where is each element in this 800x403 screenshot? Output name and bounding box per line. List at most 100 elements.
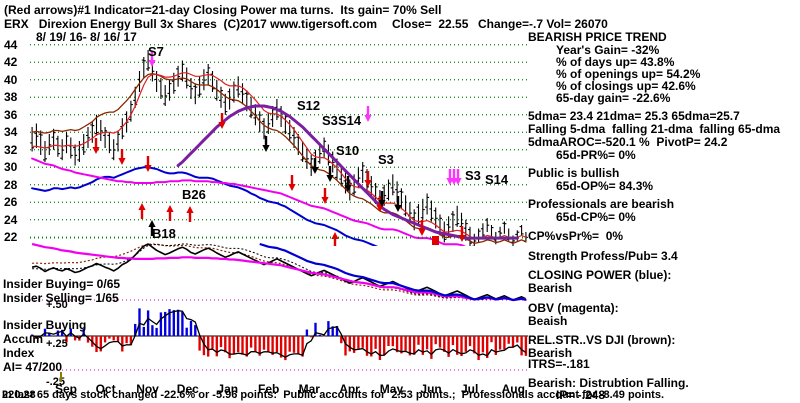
professionals-state: Professionals are bearish	[528, 197, 675, 211]
pr65: 65d-PR%= 0%	[556, 148, 636, 162]
magenta-arrow-4	[454, 169, 462, 185]
status-bar: 220.28 In last 65 days stock changed -22…	[0, 389, 800, 403]
closing-power-value: Bearish	[528, 281, 573, 295]
cp65: 65d-CP%= 0%	[556, 210, 636, 224]
accumulation-index-pane	[30, 302, 528, 380]
dma-values: 5dma= 23.4 21dma= 25.3 65dma=25.7	[528, 109, 740, 123]
ai-caption-line4: AI= 47/200	[3, 360, 63, 374]
signal-label-s14-7: S14	[485, 172, 509, 187]
black-arrow-1	[326, 166, 334, 182]
signal-label-s12-1: S12	[297, 98, 321, 113]
closing-power-svg	[30, 236, 528, 302]
obv-title: OBV (magenta):	[528, 301, 619, 315]
closing-power-title: CLOSING POWER (blue):	[528, 268, 672, 282]
month-label-jan: Jan	[217, 382, 239, 396]
black-arrow-4	[394, 196, 402, 212]
y-axis-tick-24: 24	[4, 212, 18, 227]
indicator-headline: (Red arrows)#1 Indicator=21-day Closing …	[4, 3, 442, 17]
signal-label-s10-4: S10	[336, 143, 360, 158]
black-arrow-3	[378, 191, 386, 207]
sell-arrow-0	[92, 138, 100, 154]
buy-arrow-1	[166, 205, 174, 221]
ai-scale-plus50: +.50	[46, 299, 68, 311]
ai-scale-plus25: +.25	[46, 338, 68, 350]
obv-value: Beaish	[528, 314, 568, 328]
month-label-nov: Nov	[136, 382, 159, 396]
closing-power-obv-pane	[30, 236, 528, 302]
signal-label-s14-3: S14	[338, 113, 362, 128]
sell-arrow-8	[418, 220, 426, 236]
magenta-arrow-1	[364, 106, 372, 122]
relstr-title: REL.STR..VS DJI (brown):	[528, 333, 676, 347]
insider-buying-count: Insider Buying= 0/65	[3, 277, 121, 291]
sell-arrow-5	[321, 188, 329, 204]
pct-closings-up: % of closings up= 42.6%	[556, 79, 696, 93]
status-text: In last 65 days stock changed -22.6% or …	[2, 389, 665, 401]
ip-value: IP= -.248	[556, 388, 606, 402]
magenta-arrow-0	[148, 51, 156, 67]
trend-title: BEARISH PRICE TREND	[528, 30, 667, 44]
y-axis-tick-36: 36	[4, 107, 18, 122]
strength-profess-pub: Strength Profess/Pub= 3.4	[528, 249, 678, 263]
month-label-may: May	[379, 382, 404, 396]
month-label-oct: Oct	[95, 382, 116, 396]
signal-label-b18-9: B18	[152, 226, 176, 241]
relstr-value: Bearish	[528, 346, 573, 360]
cp-signal-box	[432, 236, 439, 245]
close-price: Close= 22.55	[392, 17, 469, 31]
signal-label-s3-6: S3	[465, 168, 481, 183]
gain-65day: 65-day gain= -22.6%	[556, 91, 671, 105]
black-arrow-5	[262, 136, 270, 152]
y-axis-tick-26: 26	[4, 195, 18, 210]
black-arrow-0	[311, 158, 319, 174]
date-range: 8/ 19/ 16- 8/ 16/ 17	[36, 30, 137, 44]
signal-label-s3-2: S3	[322, 113, 338, 128]
ai-caption-line1: Insider Buying	[3, 318, 87, 332]
years-gain: Year's Gain= -32%	[556, 43, 660, 57]
month-label-sep: Sep	[55, 382, 78, 396]
y-axis-tick-32: 32	[4, 142, 18, 157]
y-axis-tick-38: 38	[4, 90, 18, 105]
status-value: 220.28	[2, 389, 36, 401]
y-axis-tick-40: 40	[4, 72, 18, 87]
ai-caption-line3: Index	[3, 346, 35, 360]
public-state: Public is bullish	[528, 166, 620, 180]
symbol-line: ERX Direxion Energy Bull 3x Shares (C)20…	[4, 18, 377, 30]
accumulation-index-svg	[30, 308, 528, 371]
month-label-mar: Mar	[298, 382, 320, 396]
pct-days-up: % of days up= 43.8%	[556, 55, 675, 69]
cp-vs-pr: CP%vsPr%= 0%	[528, 229, 624, 243]
magenta-arrow-3	[450, 169, 458, 185]
sell-arrow-1	[118, 149, 126, 165]
insider-selling-count: Insider Selling= 1/65	[3, 291, 119, 305]
sell-arrow-4	[288, 175, 296, 191]
black-arrow-up-0	[148, 220, 156, 236]
change-volume: Change=-.7 Vol= 26070	[478, 17, 608, 31]
month-label-feb: Feb	[258, 382, 280, 396]
signal-label-s3-5: S3	[378, 152, 394, 167]
aroc-pivot: 5dmaAROC=-520.1 % PivotP= 24.2	[528, 135, 728, 149]
month-label-dec: Dec	[176, 382, 199, 396]
price-chart-svg	[30, 44, 528, 246]
sell-arrow-3	[218, 113, 226, 129]
company-name: Direxion Energy Bull 3x Shares	[38, 17, 217, 31]
buy-arrow-3	[331, 232, 339, 246]
distribution-state: Bearish: Distrubtion Falling.	[528, 376, 689, 390]
sell-arrow-6	[364, 171, 372, 187]
op65: 65d-OP%= 84.3%	[556, 179, 654, 193]
month-label-jun: Jun	[420, 382, 442, 396]
sell-arrow-2	[144, 156, 152, 172]
y-axis-tick-22: 22	[4, 230, 18, 245]
dma-falling: Falling 5-dma falling 21-dma falling 65-…	[528, 122, 781, 136]
y-axis-tick-30: 30	[4, 160, 18, 175]
month-label-apr: Apr	[339, 382, 360, 396]
signal-label-s7-0: S7	[148, 44, 164, 59]
price-chart-pane	[30, 36, 528, 246]
black-arrow-2	[344, 176, 352, 192]
y-axis-tick-44: 44	[4, 37, 18, 52]
buy-arrow-2	[186, 206, 194, 222]
month-label-aug: Aug	[501, 382, 525, 396]
pct-openings-up: % of openings up= 54.2%	[556, 67, 701, 81]
buy-arrow-0	[138, 203, 146, 219]
